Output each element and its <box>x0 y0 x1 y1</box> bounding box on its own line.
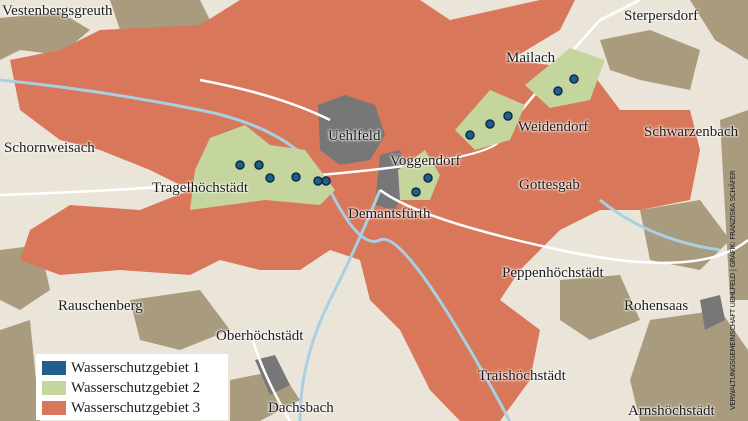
place-demantsfuerth: Demantsfürth <box>348 206 431 222</box>
place-rohensaas: Rohensaas <box>624 298 689 314</box>
place-vestenbergsgreuth: Vestenbergsgreuth <box>2 3 113 19</box>
legend-item-zone-3: Wasserschutzgebiet 3 <box>42 398 222 418</box>
legend-swatch-zone-3 <box>42 401 66 415</box>
place-traishoechstaedt: Traishöchstädt <box>478 368 566 384</box>
place-sterpersdorf: Sterpersdorf <box>624 8 699 24</box>
zone-1-wells <box>235 74 579 197</box>
map-credit: VERWALTUNGSGEMEINSCHAFT UEHLFELD | GRAFI… <box>729 170 737 410</box>
place-schornweisach: Schornweisach <box>4 140 95 156</box>
legend-swatch-zone-2 <box>42 381 66 395</box>
legend-label: Wasserschutzgebiet 1 <box>71 359 201 376</box>
place-peppenhoechstaedt: Peppenhöchstädt <box>502 265 604 281</box>
place-gottesgab: Gottesgab <box>519 177 580 193</box>
legend-swatch-zone-1 <box>42 361 66 375</box>
map-legend: Wasserschutzgebiet 1 Wasserschutzgebiet … <box>36 354 228 420</box>
legend-label: Wasserschutzgebiet 3 <box>71 399 201 416</box>
place-weidendorf: Weidendorf <box>518 119 589 135</box>
place-rauschenberg: Rauschenberg <box>58 298 143 314</box>
place-dachsbach: Dachsbach <box>268 400 334 416</box>
legend-item-zone-2: Wasserschutzgebiet 2 <box>42 378 222 398</box>
legend-item-zone-1: Wasserschutzgebiet 1 <box>42 358 222 378</box>
place-schwarzenbach: Schwarzenbach <box>644 124 739 140</box>
water-features <box>0 78 721 421</box>
place-tragelhoechstaedt: Tragelhöchstädt <box>152 180 249 196</box>
place-oberhoechstaedt: Oberhöchstädt <box>216 328 304 344</box>
place-uehlfeld: Uehlfeld <box>328 128 381 144</box>
legend-label: Wasserschutzgebiet 2 <box>71 379 201 396</box>
place-arnshoechstaedt: Arnshöchstädt <box>628 403 715 419</box>
place-mailach: Mailach <box>506 50 556 66</box>
place-voggendorf: Voggendorf <box>390 153 461 169</box>
